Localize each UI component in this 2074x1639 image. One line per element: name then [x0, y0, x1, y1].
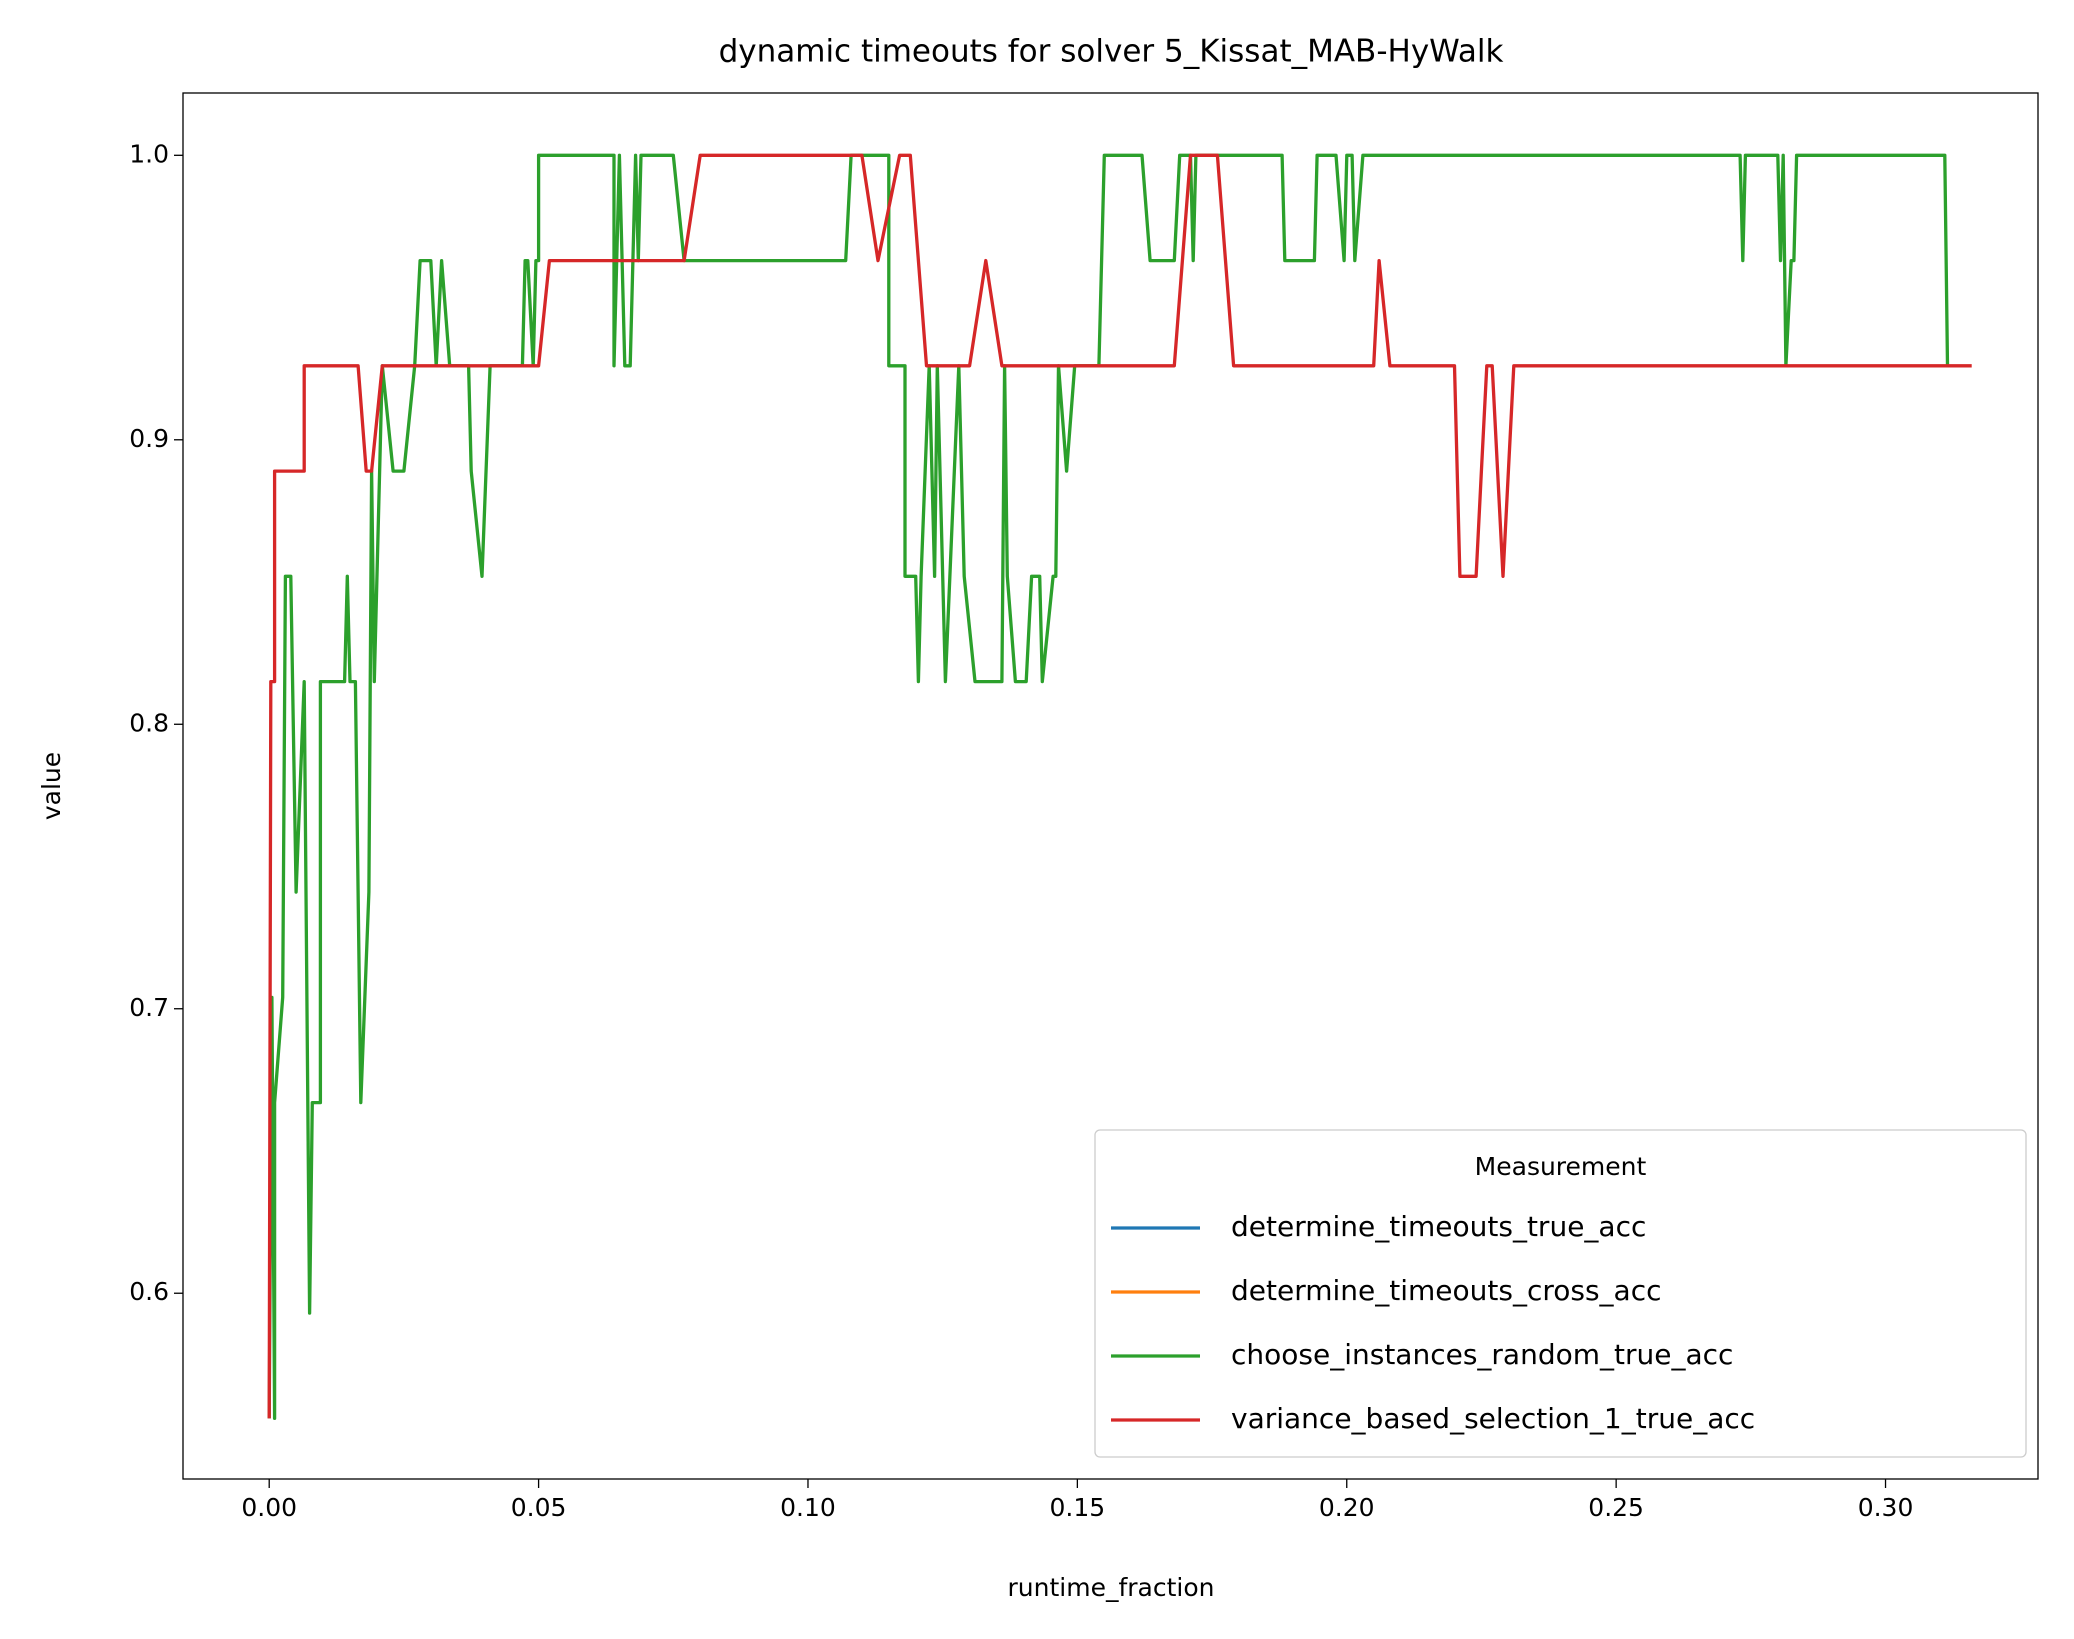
chart-title: dynamic timeouts for solver 5_Kissat_MAB…	[719, 34, 1504, 70]
legend-label: determine_timeouts_cross_acc	[1231, 1274, 1662, 1307]
y-axis-label: value	[37, 752, 66, 820]
x-tick-label: 0.00	[241, 1493, 297, 1522]
y-tick-label: 0.8	[129, 708, 169, 737]
y-tick-label: 0.6	[129, 1277, 169, 1306]
x-axis-label: runtime_fraction	[1008, 1573, 1215, 1602]
y-tick-label: 1.0	[129, 139, 169, 168]
x-tick-label: 0.10	[780, 1493, 836, 1522]
y-tick-label: 0.9	[129, 424, 169, 453]
x-tick-label: 0.25	[1588, 1493, 1644, 1522]
y-tick-label: 0.7	[129, 993, 169, 1022]
legend-label: variance_based_selection_1_true_acc	[1231, 1402, 1755, 1435]
legend-label: choose_instances_random_true_acc	[1231, 1338, 1733, 1371]
legend-box	[1094, 1129, 2027, 1458]
x-tick-label: 0.30	[1858, 1493, 1914, 1522]
legend-title: Measurement	[1475, 1152, 1647, 1181]
plot-frame	[182, 92, 2039, 1480]
series-line	[267, 153, 1950, 1421]
x-tick-label: 0.15	[1050, 1493, 1106, 1522]
x-tick-label: 0.05	[511, 1493, 567, 1522]
series-line	[267, 153, 1972, 1419]
x-tick-label: 0.20	[1319, 1493, 1375, 1522]
legend-label: determine_timeouts_true_acc	[1231, 1210, 1646, 1243]
